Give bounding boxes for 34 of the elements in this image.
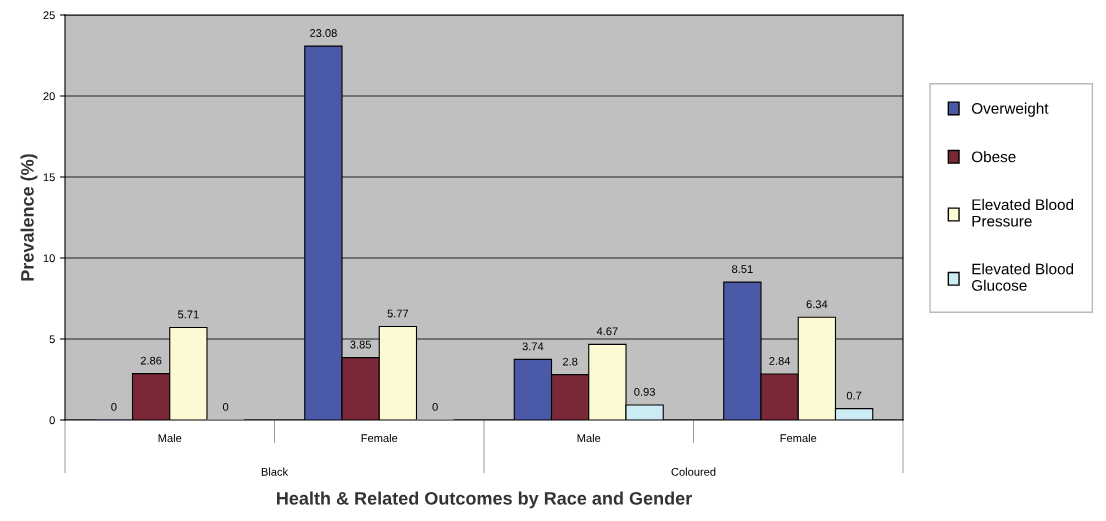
legend-label: Elevated Blood Glucose bbox=[972, 263, 1074, 291]
data-label: 0.93 bbox=[634, 387, 655, 396]
data-label: 0.7 bbox=[846, 391, 862, 400]
data-label: 4.67 bbox=[596, 327, 618, 336]
legend-label: Obese bbox=[971, 151, 1016, 163]
data-label: 2.8 bbox=[562, 357, 578, 366]
text: Black bbox=[261, 467, 289, 476]
x-tick-label: Male bbox=[158, 433, 182, 443]
legend-label: Overweight bbox=[971, 102, 1049, 117]
data-label: 5.77 bbox=[387, 309, 409, 318]
data-label: 23.08 bbox=[310, 29, 337, 37]
y-tick-label: 15 bbox=[43, 173, 55, 182]
x-axis-title: Health & Related Outcomes by Race and Gender bbox=[277, 491, 692, 509]
y-tick-label: 20 bbox=[43, 92, 55, 101]
legend-label: Elevated Blood Pressure bbox=[972, 198, 1074, 227]
y-axis-title: Prevalence (%) bbox=[20, 154, 38, 281]
data-label: 0 bbox=[111, 402, 117, 411]
data-label: 2.84 bbox=[769, 356, 791, 365]
data-label: 6.34 bbox=[806, 300, 828, 309]
data-label: 8.51 bbox=[732, 265, 753, 273]
x-tick-label: Female bbox=[361, 433, 398, 443]
data-label: 3.85 bbox=[350, 340, 371, 349]
y-tick-label: 0 bbox=[49, 416, 55, 425]
x-tick-label: Male bbox=[577, 433, 601, 443]
y-tick-label: 25 bbox=[43, 11, 55, 20]
data-label: 5.71 bbox=[178, 310, 199, 319]
y-tick-label: 5 bbox=[49, 335, 55, 344]
y-tick-label: 10 bbox=[43, 254, 55, 263]
text: Coloured bbox=[671, 467, 716, 476]
data-label: 2.86 bbox=[140, 356, 162, 365]
x-tick-label: Female bbox=[780, 433, 817, 443]
data-label: 3.74 bbox=[522, 342, 544, 351]
data-label: 0 bbox=[222, 402, 229, 411]
data-label: 0 bbox=[432, 402, 438, 411]
